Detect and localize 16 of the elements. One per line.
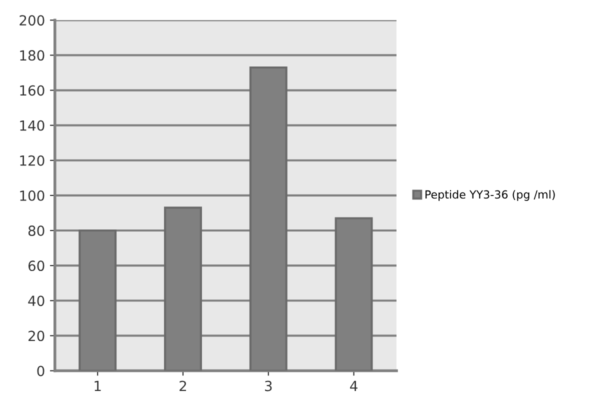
y-tick-label: 80 — [28, 225, 44, 236]
y-tick-label: 20 — [28, 330, 44, 342]
y-tick-label: 120 — [20, 155, 44, 166]
legend-label: Peptide YY3-36 (pg /ml) — [426, 190, 555, 201]
y-tick-label: 40 — [28, 296, 44, 306]
y-tick-label: 100 — [20, 190, 44, 201]
x-tick-label: 2 — [180, 380, 186, 392]
y-tick-label: 0 — [37, 366, 44, 376]
y-tick-label: 180 — [20, 50, 44, 61]
y-tick-label: 160 — [20, 85, 44, 96]
y-tick-label: 140 — [20, 120, 44, 131]
x-tick-label: 1 — [94, 380, 101, 392]
y-tick-label: 200 — [20, 15, 44, 26]
y-tick-label: 60 — [28, 260, 44, 272]
x-tick-label: 3 — [265, 380, 272, 392]
x-tick-label: 4 — [350, 380, 358, 392]
